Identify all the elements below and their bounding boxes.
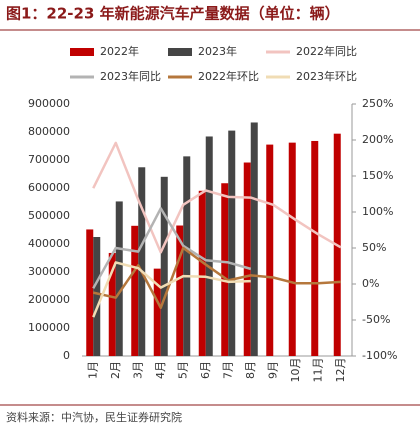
y-tick-label: 900000 — [28, 97, 70, 110]
x-tick-label: 6月 — [199, 361, 212, 379]
legend-label: 2023年同比 — [100, 69, 161, 83]
y2-tick-label: -100% — [362, 349, 397, 362]
x-tick-label: 11月 — [311, 358, 324, 383]
bar — [86, 229, 94, 356]
y-tick-label: 100000 — [28, 321, 70, 334]
x-tick-label: 1月 — [86, 361, 99, 379]
bar — [311, 140, 319, 356]
x-tick-label: 2月 — [109, 361, 122, 379]
y-tick-label: 300000 — [28, 265, 70, 278]
line — [92, 261, 251, 318]
y2-tick-label: 150% — [362, 169, 393, 182]
y-tick-label: 200000 — [28, 293, 70, 306]
x-tick-label: 4月 — [154, 361, 167, 379]
x-tick-label: 12月 — [334, 358, 347, 383]
bar — [183, 156, 191, 356]
y-tick-label: 500000 — [28, 209, 70, 222]
x-tick-label: 5月 — [176, 361, 189, 379]
line — [92, 207, 252, 289]
legend-label: 2022年环比 — [198, 69, 259, 83]
source: 资料来源：中汽协，民生证券研究院 — [6, 410, 182, 424]
y2-tick-label: 200% — [362, 133, 393, 146]
line — [92, 246, 341, 310]
legend-label: 2023年环比 — [296, 69, 357, 83]
bar — [138, 167, 146, 356]
x-tick-label: 3月 — [131, 361, 144, 379]
y2-tick-label: 0% — [362, 277, 379, 290]
y-tick-label: 600000 — [28, 181, 70, 194]
y2-tick-label: 250% — [362, 97, 393, 110]
legend-swatch — [168, 48, 192, 56]
bar — [288, 142, 296, 356]
legend-label: 2023年 — [198, 44, 237, 58]
bar — [176, 225, 184, 356]
x-tick-label: 8月 — [244, 361, 257, 379]
bar — [115, 201, 123, 356]
bar — [243, 162, 251, 356]
x-tick-label: 10月 — [289, 358, 302, 383]
bar — [205, 136, 213, 356]
x-tick-label: 7月 — [221, 361, 234, 379]
legend-swatch — [70, 48, 94, 56]
y-tick-label: 400000 — [28, 237, 70, 250]
y2-tick-label: 50% — [362, 241, 386, 254]
bar — [198, 190, 206, 356]
y-tick-label: 700000 — [28, 153, 70, 166]
bar — [266, 144, 274, 356]
bar — [228, 130, 236, 356]
y-tick-label: 800000 — [28, 125, 70, 138]
bar — [93, 237, 101, 356]
bar — [108, 252, 116, 356]
chart-title: 图1：22-23 年新能源汽车产量数据（单位：辆） — [6, 5, 340, 23]
bar — [250, 122, 258, 356]
legend-label: 2022年同比 — [296, 44, 357, 58]
x-tick-label: 9月 — [266, 361, 279, 379]
bar — [153, 268, 161, 356]
line — [92, 141, 342, 254]
bar — [131, 225, 139, 356]
legend-label: 2022年 — [100, 44, 139, 58]
bar — [221, 183, 229, 356]
y2-tick-label: 100% — [362, 205, 393, 218]
bar — [160, 176, 168, 356]
y2-tick-label: -50% — [362, 313, 390, 326]
y-tick-label: 0 — [63, 349, 70, 362]
